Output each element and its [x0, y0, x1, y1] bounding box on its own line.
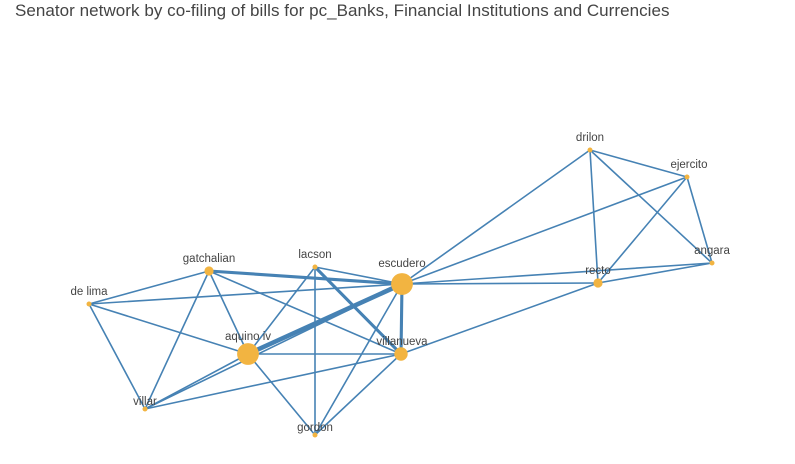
edge-angara-recto: [597, 262, 713, 284]
edge-gatchalian-aquino_iv: [208, 270, 249, 355]
edge-recto-escudero: [401, 282, 599, 285]
edge-de_lima-escudero: [88, 283, 403, 305]
edge-gatchalian-villar: [144, 270, 210, 410]
node-aquino_iv[interactable]: [237, 343, 259, 365]
edge-de_lima-villar: [88, 303, 146, 410]
edge-escudero-gordon: [314, 283, 403, 436]
node-villanueva[interactable]: [394, 347, 408, 361]
node-label-ejercito: ejercito: [670, 159, 707, 171]
edge-lacson-escudero: [314, 266, 403, 285]
edge-recto-villanueva: [400, 282, 599, 355]
edge-aquino_iv-gordon: [247, 353, 316, 436]
node-label-drilon: drilon: [576, 132, 604, 144]
edge-aquino_iv-villar: [144, 353, 249, 410]
node-escudero[interactable]: [391, 273, 413, 295]
node-label-gordon: gordon: [297, 422, 333, 434]
edge-drilon-escudero: [401, 149, 591, 285]
edge-gatchalian-escudero: [207, 269, 404, 286]
node-label-de_lima: de lima: [70, 286, 108, 298]
edge-angara-escudero: [401, 262, 713, 285]
edge-drilon-ejercito: [589, 149, 688, 178]
node-label-villar: villar: [133, 396, 157, 408]
edge-villanueva-gordon: [314, 353, 402, 436]
node-label-angara: angara: [694, 245, 730, 257]
edge-ejercito-recto: [597, 176, 688, 284]
node-lacson[interactable]: [312, 264, 318, 270]
edge-de_lima-aquino_iv: [88, 303, 249, 355]
edge-villanueva-villar: [144, 353, 402, 410]
chart-title: Senator network by co-filing of bills fo…: [15, 1, 670, 20]
node-angara[interactable]: [709, 260, 715, 266]
edge-escudero-villanueva: [399, 282, 404, 356]
node-de_lima[interactable]: [86, 301, 92, 307]
edges-layer: [88, 149, 713, 436]
node-drilon[interactable]: [587, 147, 593, 153]
node-label-escudero: escudero: [378, 258, 425, 270]
node-label-recto: recto: [585, 265, 611, 277]
node-gordon[interactable]: [312, 432, 318, 438]
node-recto[interactable]: [593, 278, 603, 288]
edge-gatchalian-de_lima: [88, 270, 210, 305]
edge-lacson-villanueva: [313, 265, 403, 356]
node-gatchalian[interactable]: [204, 266, 214, 276]
edge-ejercito-escudero: [401, 176, 688, 285]
node-label-gatchalian: gatchalian: [183, 253, 235, 265]
node-label-aquino_iv: aquino iv: [225, 331, 271, 343]
node-label-villanueva: villanueva: [376, 336, 428, 348]
labels-layer: drilon ejercito angara recto escudero lacson g…: [70, 132, 730, 434]
edge-drilon-recto: [589, 149, 599, 284]
node-villar[interactable]: [142, 406, 148, 412]
edge-escudero-villar: [144, 283, 403, 410]
nodes-layer: [86, 147, 715, 438]
node-ejercito[interactable]: [684, 174, 690, 180]
edge-lacson-aquino_iv: [247, 266, 316, 355]
edge-drilon-angara: [589, 149, 713, 264]
edge-ejercito-angara: [686, 176, 713, 264]
node-label-lacson: lacson: [298, 249, 331, 261]
